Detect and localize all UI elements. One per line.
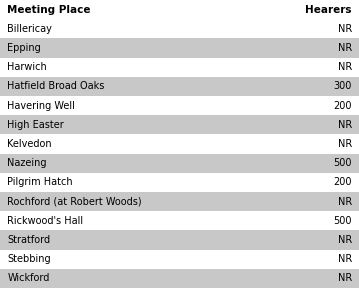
Text: Pilgrim Hatch: Pilgrim Hatch (7, 177, 73, 187)
Text: Epping: Epping (7, 43, 41, 53)
Text: 200: 200 (333, 101, 352, 111)
Text: Stebbing: Stebbing (7, 254, 51, 264)
Bar (0, 134, 359, 154)
Text: Stratford: Stratford (7, 235, 50, 245)
Text: Rickwood's Hall: Rickwood's Hall (7, 216, 83, 226)
Bar (0, 154, 359, 173)
Bar (0, 19, 359, 38)
Text: NR: NR (337, 273, 352, 283)
Text: NR: NR (337, 43, 352, 53)
Bar (0, 230, 359, 250)
Text: NR: NR (337, 197, 352, 206)
Bar (0, 211, 359, 230)
Text: Hatfield Broad Oaks: Hatfield Broad Oaks (7, 82, 104, 91)
Text: Billericay: Billericay (7, 24, 52, 34)
Text: NR: NR (337, 62, 352, 72)
Bar (0, 269, 359, 288)
Text: 500: 500 (333, 158, 352, 168)
Bar (0, 115, 359, 134)
Text: 200: 200 (333, 177, 352, 187)
Bar (0, 58, 359, 77)
Bar (0, 0, 359, 19)
Text: Rochford (at Robert Woods): Rochford (at Robert Woods) (7, 197, 142, 206)
Bar (0, 192, 359, 211)
Text: NR: NR (337, 24, 352, 34)
Bar (0, 250, 359, 269)
Bar (0, 77, 359, 96)
Bar (0, 96, 359, 115)
Text: Kelvedon: Kelvedon (7, 139, 52, 149)
Text: NR: NR (337, 139, 352, 149)
Text: High Easter: High Easter (7, 120, 64, 130)
Text: NR: NR (337, 254, 352, 264)
Bar (0, 38, 359, 58)
Text: 300: 300 (334, 82, 352, 91)
Text: Hearers: Hearers (305, 5, 352, 15)
Text: NR: NR (337, 120, 352, 130)
Text: Havering Well: Havering Well (7, 101, 75, 111)
Text: NR: NR (337, 235, 352, 245)
Text: Meeting Place: Meeting Place (7, 5, 91, 15)
Text: 500: 500 (333, 216, 352, 226)
Text: Harwich: Harwich (7, 62, 47, 72)
Text: Nazeing: Nazeing (7, 158, 47, 168)
Bar (0, 173, 359, 192)
Text: Wickford: Wickford (7, 273, 50, 283)
